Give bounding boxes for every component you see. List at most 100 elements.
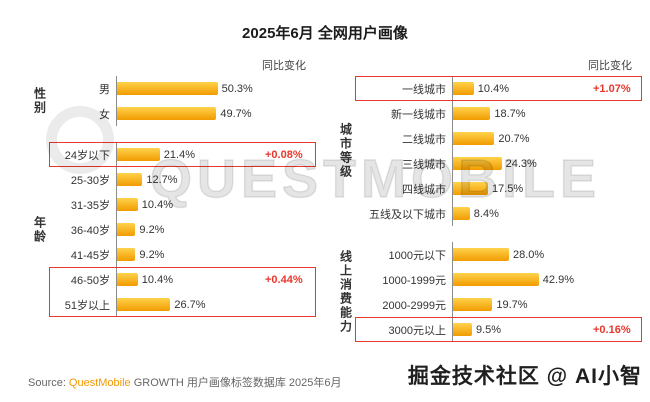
chart-title: 2025年6月 全网用户画像	[242, 25, 408, 42]
bar-area: 42.9%	[452, 267, 588, 292]
bar	[453, 207, 470, 220]
value-label: 10.4%	[477, 82, 509, 95]
group-label-online_spending: 线上消费能力	[338, 250, 353, 334]
bar	[453, 82, 474, 95]
bar	[117, 273, 138, 286]
chart-row: 1000-1999元 42.9%	[358, 267, 642, 292]
chart-row: 2000-2999元 19.7%	[358, 292, 642, 317]
value-label: 19.7%	[496, 298, 528, 311]
value-label: 20.7%	[498, 132, 530, 145]
source-rest: GROWTH 用户画像标签数据库 2025年6月	[133, 377, 342, 389]
category-label: 24岁以下	[64, 149, 110, 162]
chart-row: 25-30岁 12.7%	[52, 167, 316, 192]
bar	[117, 248, 136, 261]
chart-row: 女 49.7%	[52, 101, 316, 126]
bar	[453, 248, 509, 261]
bar	[453, 273, 539, 286]
category-label: 3000元以上	[388, 324, 446, 337]
value-label: 8.4%	[473, 207, 499, 220]
category-label: 51岁以上	[64, 299, 110, 312]
yoy-value: +1.07%	[593, 82, 631, 95]
left-panel: 同比变化 性别 男 50.3% 女 49.7% 年龄 24岁以下 21.4% +0.08% 25-…	[28, 57, 316, 342]
value-label: 28.0%	[513, 248, 545, 261]
value-label: 49.7%	[220, 107, 252, 120]
footer: Source: QuestMobile GROWTH 用户画像标签数据库 2025年…	[28, 360, 642, 390]
group-label-city_tier: 城市等级	[338, 123, 353, 179]
value-label: 9.2%	[139, 248, 165, 261]
group-label-gender: 性别	[32, 87, 47, 115]
group-rows-age: 24岁以下 21.4% +0.08% 25-30岁 12.7% 31-35岁 10.4% 36…	[49, 142, 316, 317]
value-label: 10.4%	[141, 198, 173, 211]
bar	[453, 182, 488, 195]
bar-area: 17.5%	[452, 176, 588, 201]
group-rows-gender: 男 50.3% 女 49.7%	[52, 76, 316, 126]
bar	[453, 132, 495, 145]
category-label: 女	[99, 108, 110, 121]
chart-row: 41-45岁 9.2%	[52, 242, 316, 267]
bar-area: 49.7%	[116, 101, 260, 126]
bar-area: 9.2%	[116, 217, 260, 242]
value-label: 42.9%	[542, 273, 574, 286]
category-label: 新一线城市	[391, 108, 446, 121]
bar	[453, 323, 472, 336]
chart-row: 24岁以下 21.4% +0.08%	[52, 142, 316, 167]
category-label: 25-30岁	[70, 174, 110, 187]
bar-area: 18.7%	[452, 101, 588, 126]
bar	[117, 107, 217, 120]
bar-area: 10.4%	[116, 267, 260, 292]
category-label: 三线城市	[402, 158, 446, 171]
source-prefix: Source:	[28, 377, 66, 389]
left-panel-body: 性别 男 50.3% 女 49.7% 年龄 24岁以下 21.4% +0.08% 25-30岁 12…	[28, 76, 316, 317]
bar-area: 10.4%	[452, 76, 588, 101]
right-panel-body: 城市等级 一线城市 10.4% +1.07% 新一线城市 18.7% 二线城市 20.7% 三线…	[334, 76, 642, 342]
bar	[117, 173, 143, 186]
yoy-value: +0.44%	[265, 273, 303, 286]
bar	[117, 223, 136, 236]
chart-row: 1000元以下 28.0%	[358, 242, 642, 267]
source-brand: QuestMobile	[68, 377, 131, 389]
chart-panels: 同比变化 性别 男 50.3% 女 49.7% 年龄 24岁以下 21.4% +0.08% 25-…	[0, 57, 650, 342]
category-label: 一线城市	[402, 83, 446, 96]
bar	[117, 198, 138, 211]
yoy-header-right: 同比变化	[588, 60, 632, 72]
chart-row: 36-40岁 9.2%	[52, 217, 316, 242]
bar-area: 12.7%	[116, 167, 260, 192]
bar	[117, 148, 160, 161]
group-rows-city_tier: 一线城市 10.4% +1.07% 新一线城市 18.7% 二线城市 20.7% 三线城市 24…	[355, 76, 642, 226]
chart-row: 51岁以上 26.7%	[52, 292, 316, 317]
group-rows-online_spending: 1000元以下 28.0% 1000-1999元 42.9% 2000-2999元 19.…	[355, 242, 642, 342]
bar-area: 19.7%	[452, 292, 588, 317]
value-label: 12.7%	[146, 173, 178, 186]
category-label: 五线及以下城市	[369, 208, 446, 221]
value-label: 21.4%	[163, 148, 195, 161]
chart-group-online_spending: 线上消费能力 1000元以下 28.0% 1000-1999元 42.9% 2000-29…	[334, 242, 642, 342]
bar-area: 26.7%	[116, 292, 260, 317]
chart-group-city_tier: 城市等级 一线城市 10.4% +1.07% 新一线城市 18.7% 二线城市 20.7% 三线…	[334, 76, 642, 226]
category-label: 男	[99, 83, 110, 96]
category-label: 31-35岁	[70, 199, 110, 212]
category-label: 1000-1999元	[382, 274, 446, 287]
value-label: 26.7%	[174, 298, 206, 311]
bar	[117, 82, 218, 95]
yoy-value: +0.08%	[265, 148, 303, 161]
yoy-value: +0.16%	[593, 323, 631, 336]
category-label: 41-45岁	[70, 249, 110, 262]
yoy-header-left: 同比变化	[262, 60, 306, 72]
chart-row: 男 50.3%	[52, 76, 316, 101]
value-label: 10.4%	[141, 273, 173, 286]
chart-group-age: 年龄 24岁以下 21.4% +0.08% 25-30岁 12.7% 31-35岁 10.4%…	[28, 142, 316, 317]
category-label: 36-40岁	[70, 224, 110, 237]
chart-row: 四线城市 17.5%	[358, 176, 642, 201]
bar-area: 9.5%	[452, 317, 588, 342]
bar-area: 50.3%	[116, 76, 260, 101]
chart-row: 46-50岁 10.4% +0.44%	[52, 267, 316, 292]
chart-row: 五线及以下城市 8.4%	[358, 201, 642, 226]
bar-area: 28.0%	[452, 242, 588, 267]
group-label-age: 年龄	[32, 215, 47, 244]
bar-area: 9.2%	[116, 242, 260, 267]
chart-group-gender: 性别 男 50.3% 女 49.7%	[28, 76, 316, 126]
value-label: 17.5%	[492, 182, 524, 195]
bar-area: 10.4%	[116, 192, 260, 217]
category-label: 1000元以下	[388, 249, 446, 262]
value-label: 50.3%	[221, 82, 253, 95]
